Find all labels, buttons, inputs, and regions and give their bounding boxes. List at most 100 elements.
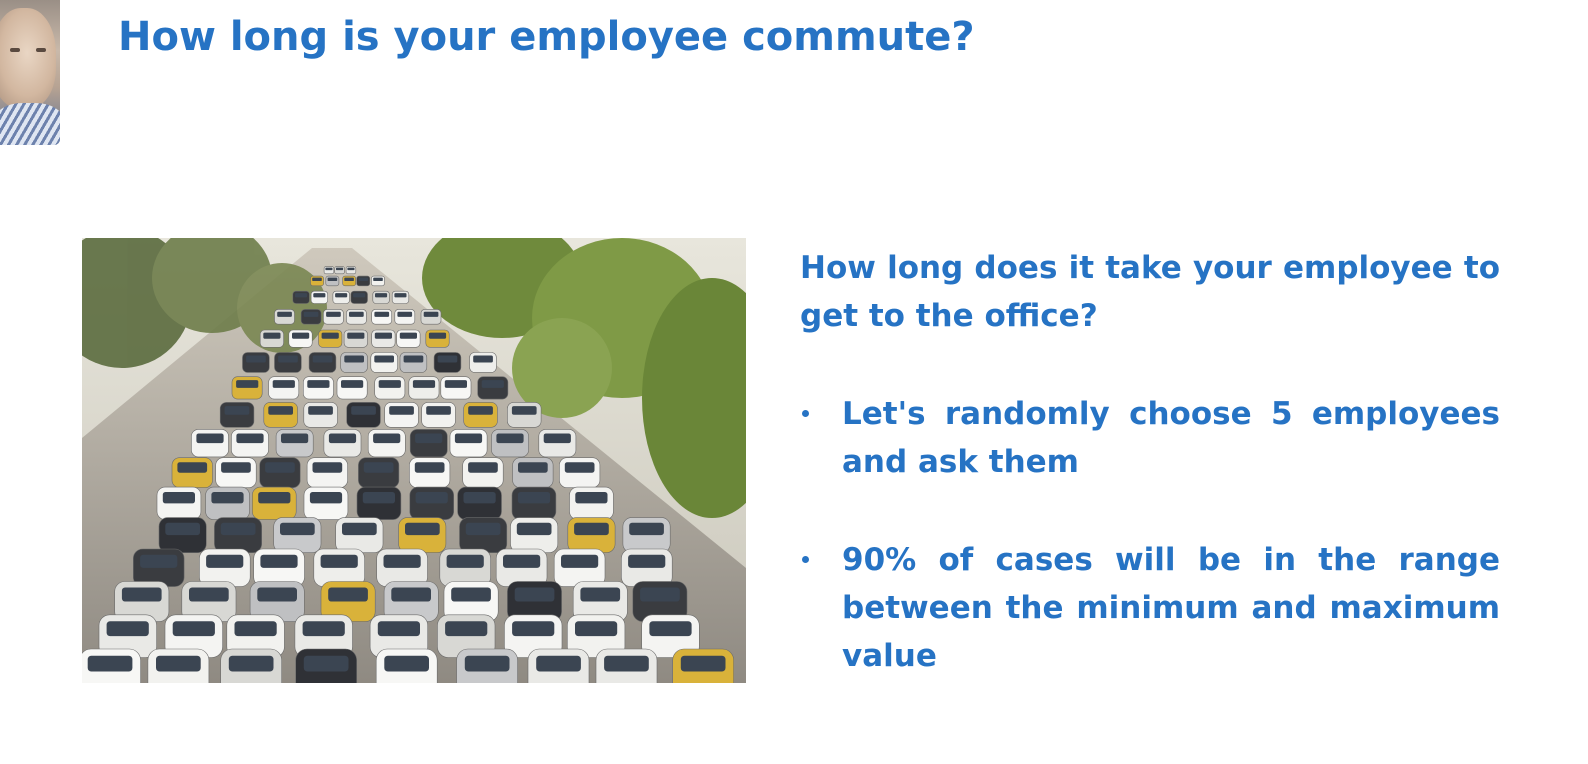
car-shape [369, 614, 429, 658]
car-shape [376, 548, 428, 587]
car-shape [398, 517, 447, 554]
car-shape [396, 329, 421, 348]
car-shape [553, 548, 606, 587]
car-shape [425, 329, 450, 348]
car-shape [98, 614, 157, 658]
car-shape [323, 429, 362, 458]
car-shape [457, 486, 502, 520]
bullet-item: Let's randomly choose 5 employees and as… [800, 390, 1500, 486]
lead-question: How long does it take your employee to g… [800, 250, 1500, 334]
car-shape [219, 402, 255, 428]
car-shape [274, 309, 295, 325]
bullet-text: Let's randomly choose 5 employees and as… [842, 396, 1500, 480]
car-shape [231, 429, 269, 458]
car-shape [335, 517, 384, 554]
car-shape [567, 517, 616, 554]
car-shape [274, 352, 302, 373]
car-shape [538, 429, 577, 458]
car-shape [370, 352, 398, 373]
car-shape [342, 275, 357, 287]
presenter-face [0, 8, 56, 108]
car-shape [350, 290, 368, 304]
car-shape [295, 648, 357, 683]
car-shape [158, 517, 207, 554]
car-shape [621, 548, 673, 587]
car-shape [409, 457, 451, 488]
car-shape [437, 614, 496, 658]
car-shape [181, 581, 237, 622]
car-shape [421, 402, 456, 428]
car-shape [449, 429, 488, 458]
car-shape [268, 376, 300, 400]
car-shape [371, 309, 393, 325]
car-shape [572, 581, 628, 622]
car-shape [303, 402, 338, 428]
car-shape [346, 402, 381, 428]
car-shape [345, 266, 357, 275]
car-shape [367, 429, 406, 458]
car-shape [164, 614, 223, 658]
car-shape [156, 486, 202, 520]
car-shape [343, 329, 368, 348]
car-shape [459, 517, 508, 554]
slide-title: How long is your employee commute? [118, 14, 975, 60]
car-shape [463, 402, 498, 428]
car-shape [334, 266, 345, 275]
car-shape [495, 548, 548, 587]
bullet-list: Let's randomly choose 5 employees and as… [800, 390, 1500, 680]
car-shape [374, 376, 406, 400]
car-shape [507, 581, 562, 622]
car-shape [205, 486, 250, 520]
car-shape [527, 648, 590, 683]
car-shape [320, 581, 376, 622]
car-shape [439, 548, 491, 587]
car-shape [132, 548, 185, 587]
presenter-webcam [0, 0, 60, 145]
car-shape [358, 457, 400, 488]
car-shape [409, 429, 448, 458]
car-shape [569, 486, 614, 520]
car-shape [440, 376, 472, 400]
car-shape [259, 457, 301, 488]
car-shape [215, 457, 257, 488]
car-shape [147, 648, 210, 683]
car-shape [346, 309, 367, 325]
car-shape [433, 352, 462, 373]
car-shape [408, 376, 440, 400]
car-shape [263, 402, 298, 428]
car-shape [383, 581, 439, 622]
car-shape [275, 429, 314, 458]
car-shape [340, 352, 368, 373]
car-shape [507, 402, 542, 428]
car-shape [420, 309, 442, 325]
car-shape [511, 486, 557, 520]
presenter-shirt [0, 103, 60, 145]
car-shape [399, 352, 428, 373]
car-shape [294, 614, 353, 658]
car-shape [595, 648, 658, 683]
car-shape [252, 486, 297, 520]
car-shape [303, 376, 334, 400]
car-shape [288, 329, 313, 348]
car-shape [171, 457, 213, 488]
car-shape [394, 309, 416, 325]
car-shape [259, 329, 284, 348]
car-shape [325, 275, 340, 287]
traffic-jam-photo [82, 238, 746, 683]
car-shape [332, 290, 350, 304]
car-shape [443, 581, 499, 622]
car-shape [242, 352, 270, 373]
car-shape [409, 486, 454, 520]
car-shape [462, 457, 504, 488]
car-shape [456, 648, 518, 683]
car-shape [292, 290, 310, 304]
car-shape [313, 548, 365, 587]
car-shape [318, 329, 343, 348]
car-shape [82, 648, 141, 683]
car-shape [306, 457, 348, 488]
bullet-text: 90% of cases will be in the range betwee… [842, 542, 1500, 674]
bullet-item: 90% of cases will be in the range betwee… [800, 536, 1500, 680]
presenter-eye [36, 48, 46, 52]
car-shape [249, 581, 305, 622]
car-shape [231, 376, 263, 400]
